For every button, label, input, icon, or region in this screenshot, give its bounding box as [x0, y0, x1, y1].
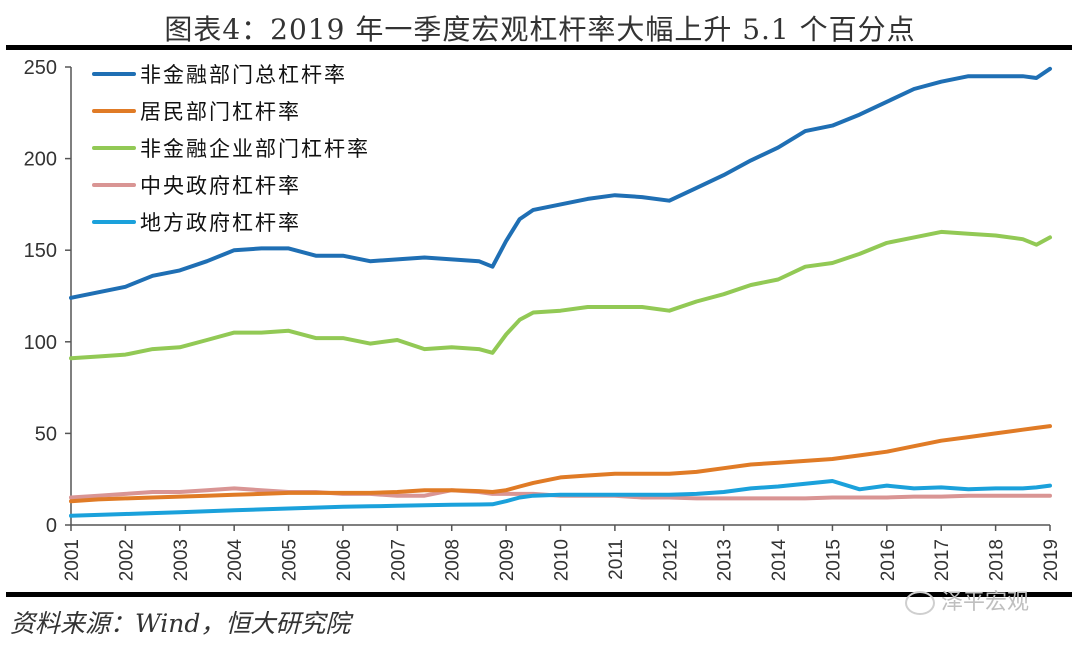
line-chart: 0 50 100 150 200 250 2001 2002 2003 2004 2005 2006 2… [24, 57, 1062, 581]
legend-swatch [92, 145, 136, 150]
axes: 0 50 100 150 200 250 2001 2002 2003 2004 2005 2006 2… [24, 57, 1062, 581]
top-rule [6, 45, 1072, 50]
legend-item: 中央政府杠杆率 [92, 166, 370, 203]
legend-item: 非金融企业部门杠杆率 [92, 129, 370, 166]
x-tick-label: 2006 [334, 539, 355, 581]
series-line-2 [69, 229, 1052, 361]
x-tick-label: 2013 [715, 539, 736, 581]
wechat-icon [905, 591, 935, 615]
x-tick-label: 2018 [987, 539, 1008, 581]
x-tick-label: 2004 [225, 539, 246, 582]
watermark: 泽平宏观 [905, 584, 1029, 616]
legend: 非金融部门总杠杆率 居民部门杠杆率非金融企业部门杠杆率 中央政府杠杆率 地方政府杠杆率 [92, 55, 370, 240]
legend-label: 居民部门杠杆率 [140, 99, 301, 124]
legend-label: 中央政府杠杆率 [140, 173, 301, 198]
x-tick-label: 2016 [878, 539, 899, 581]
legend-label: 非金融部门总杠杆率 [140, 62, 347, 87]
x-tick-label: 2011 [606, 539, 627, 580]
x-tick-label: 2014 [769, 539, 790, 582]
legend-item: 地方政府杠杆率 [92, 203, 370, 240]
legend-label: 非金融企业部门杠杆率 [140, 136, 370, 161]
y-tick-label: 250 [24, 57, 57, 79]
legend-swatch [92, 71, 136, 76]
x-tick-label: 2001 [62, 539, 83, 581]
x-tick-label: 2007 [388, 539, 409, 581]
y-tick-label: 100 [24, 332, 57, 354]
x-tick-label: 2010 [552, 539, 573, 581]
legend-swatch [92, 182, 136, 187]
x-tick-label: 2003 [171, 539, 192, 581]
series-group [69, 66, 1052, 518]
legend-swatch [92, 219, 136, 224]
y-tick-label: 50 [35, 423, 57, 445]
x-tick-label: 2015 [823, 539, 844, 581]
legend-label: 地方政府杠杆率 [140, 210, 301, 235]
x-tick-label: 2019 [1041, 539, 1062, 581]
series-line-1 [69, 424, 1052, 504]
x-tick-label: 2017 [932, 539, 953, 581]
y-tick-label: 0 [46, 515, 57, 537]
series-line-0 [69, 66, 1052, 300]
x-tick-label: 2009 [497, 539, 518, 581]
x-tick-label: 2012 [660, 539, 681, 581]
watermark-text: 泽平宏观 [941, 590, 1030, 615]
x-tick-label: 2005 [280, 539, 301, 581]
legend-item: 居民部门杠杆率 [92, 92, 370, 129]
legend-swatch [92, 108, 136, 113]
y-tick-label: 200 [24, 149, 57, 171]
x-tick-label: 2008 [443, 539, 464, 581]
y-tick-label: 150 [24, 240, 57, 262]
series-line-4 [69, 479, 1052, 518]
chart-title: 图表4：2019 年一季度宏观杠杆率大幅上升 5.1 个百分点 [164, 13, 916, 46]
bottom-rule [6, 592, 1072, 597]
x-tick-label: 2002 [116, 539, 137, 581]
source-note: 资料来源：Wind，恒大研究院 [10, 609, 351, 638]
legend-item: 非金融部门总杠杆率 [92, 55, 370, 92]
